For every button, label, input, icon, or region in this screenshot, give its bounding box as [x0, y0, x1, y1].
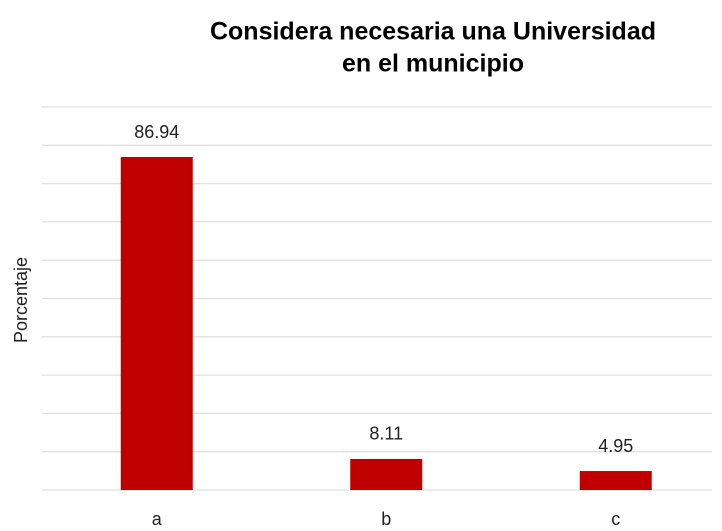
x-tick-label: b — [381, 509, 391, 529]
bar — [350, 458, 423, 490]
x-tick-label: c — [611, 509, 620, 529]
bar — [579, 471, 652, 490]
value-label: 4.95 — [598, 436, 633, 456]
bar — [120, 157, 193, 490]
chart-title: Considera necesaria una Universidad — [210, 18, 656, 46]
y-axis-label: Porcentaje — [11, 257, 31, 343]
x-tick-label: a — [152, 509, 163, 529]
value-label: 86.94 — [134, 122, 179, 142]
value-label: 8.11 — [369, 424, 403, 444]
chart-title: en el municipio — [342, 50, 524, 78]
